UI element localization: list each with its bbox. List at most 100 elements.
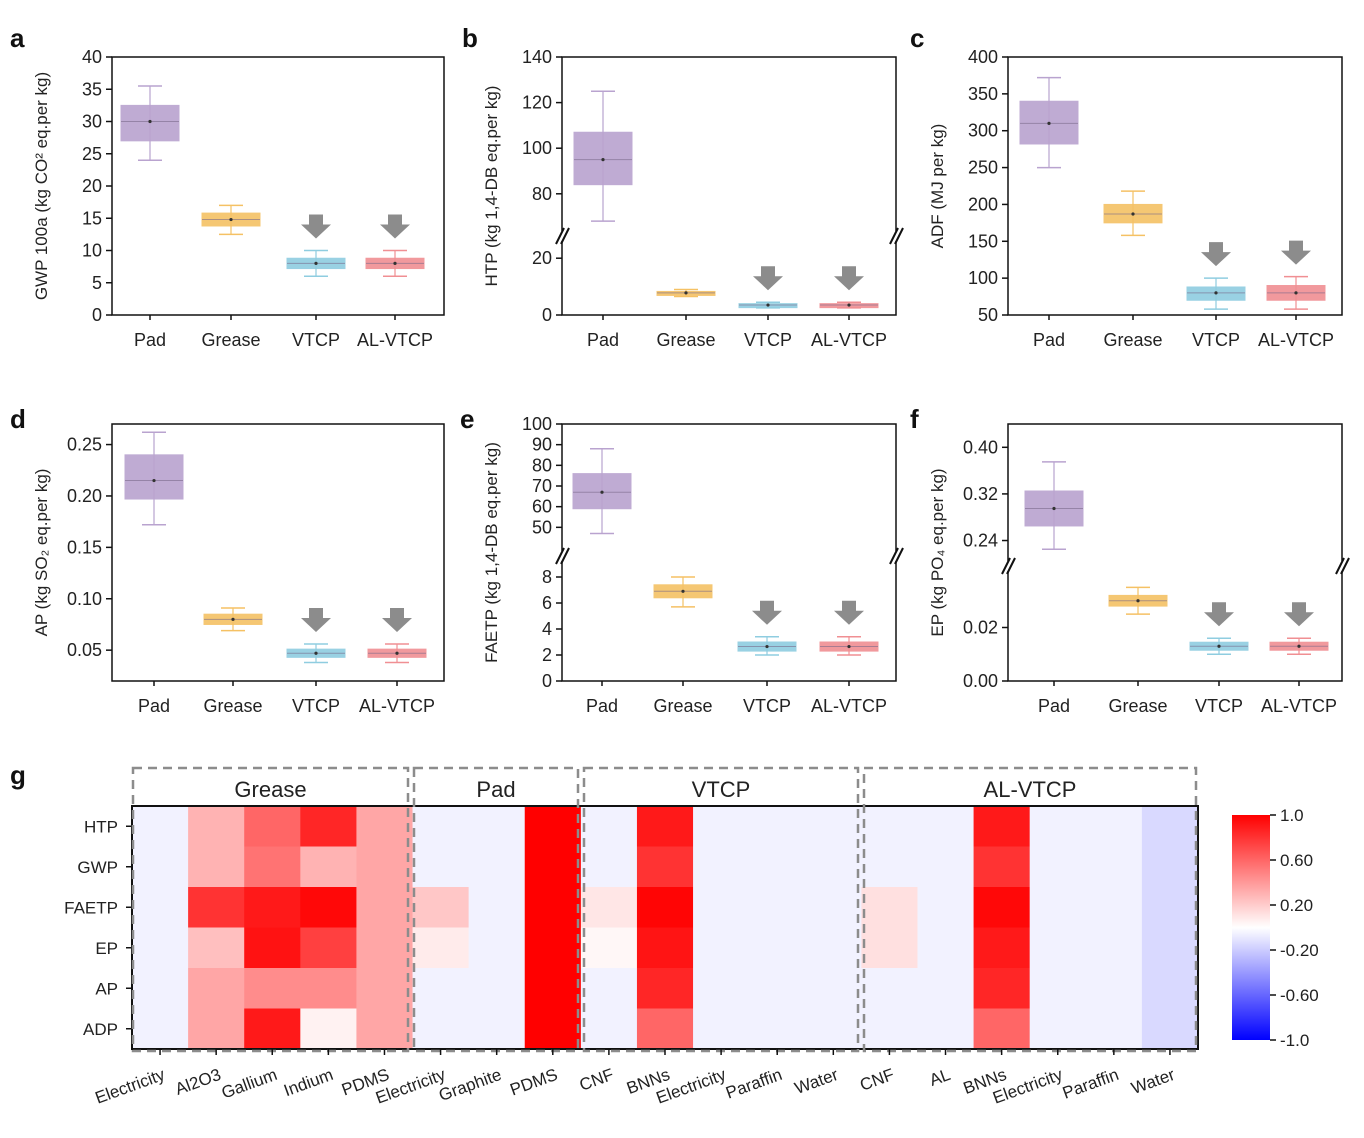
box-mean-dot	[148, 119, 152, 124]
y-tick-label: 120	[522, 93, 552, 113]
y-tick-label: 100	[968, 268, 998, 288]
y-tick-label: 100	[522, 138, 552, 158]
heatmap-cell	[356, 1008, 414, 1050]
axis-break-line	[1335, 557, 1345, 575]
y-axis-title: HTP (kg 1,4-DB eq.per kg)	[482, 86, 501, 287]
heatmap-cell	[132, 887, 189, 928]
heatmap-cell	[468, 846, 526, 888]
plot-frame-b	[561, 56, 897, 316]
y-axis-title: ADF (MJ per kg)	[928, 124, 947, 249]
heatmap-cell	[973, 846, 1031, 888]
heatmap-cell	[805, 887, 862, 928]
heatmap-cell	[693, 927, 750, 969]
y-tick-label: 100	[522, 414, 552, 434]
heatmap-cell	[580, 806, 638, 847]
y-tick-label: 0.00	[963, 671, 998, 691]
down-arrow-icon	[301, 607, 331, 632]
heatmap-cell	[244, 1008, 301, 1050]
group-label: Pad	[476, 777, 515, 802]
box-mean-dot	[1294, 291, 1298, 295]
group-label: VTCP	[692, 777, 751, 802]
heatmap-cell	[468, 887, 526, 928]
heatmap-cell	[805, 846, 862, 888]
heatmap-col-label: PDMS	[507, 1065, 560, 1100]
box-mean-dot	[601, 158, 605, 162]
heatmap-cell	[188, 887, 245, 928]
y-tick-label: 0.10	[67, 589, 102, 609]
colorbar-label: 0.20	[1280, 896, 1313, 915]
heatmap-cell	[300, 846, 357, 888]
x-tick-label: AL-VTCP	[1258, 330, 1334, 350]
heatmap-cell	[132, 806, 189, 847]
heatmap-cell	[917, 1008, 975, 1050]
heatmap-cell	[805, 1008, 862, 1050]
heatmap-cell	[636, 968, 694, 1009]
group-box-al-vtcp	[862, 766, 1198, 1053]
box-mean-dot	[1052, 506, 1056, 511]
y-tick-label: 350	[968, 84, 998, 104]
y-tick-label: 0.32	[963, 484, 998, 504]
panel-letter-e: e	[460, 404, 474, 434]
x-tick-label: AL-VTCP	[811, 330, 887, 350]
x-tick-label: Pad	[587, 330, 619, 350]
box-mean-dot	[314, 651, 318, 655]
heatmap-cell	[412, 887, 470, 928]
x-tick-label: Grease	[203, 696, 262, 716]
axis-break-line	[555, 227, 565, 245]
heatmap-cell	[244, 927, 301, 969]
heatmap-cell	[973, 887, 1031, 928]
box-mean-dot	[1297, 644, 1301, 648]
heatmap-col-label: CNF	[857, 1065, 896, 1095]
heatmap-cell	[805, 806, 862, 847]
heatmap-cell	[244, 887, 301, 928]
down-arrow-icon	[1281, 240, 1311, 265]
heatmap-col-label: Graphite	[436, 1065, 504, 1105]
heatmap-cell	[356, 927, 414, 969]
down-arrow-icon	[380, 214, 410, 239]
y-tick-label: 200	[968, 194, 998, 214]
y-tick-label: 8	[542, 567, 552, 587]
panel-letter-g: g	[10, 760, 26, 790]
y-tick-label: 2	[542, 645, 552, 665]
x-tick-label: Pad	[1033, 330, 1065, 350]
axis-break-mark	[555, 227, 570, 245]
heatmap-cell	[132, 927, 189, 969]
heatmap-cell	[1141, 846, 1199, 888]
y-tick-label: 6	[542, 593, 552, 613]
heatmap-cell	[580, 1008, 638, 1050]
down-arrow-icon	[1284, 602, 1314, 627]
heatmap-col-label: Paraffin	[723, 1065, 784, 1103]
heatmap-cell	[861, 968, 918, 1009]
heatmap-cell	[1141, 806, 1199, 847]
y-tick-label: 4	[542, 619, 552, 639]
y-tick-label: 35	[82, 79, 102, 99]
box-mean-dot	[1131, 212, 1135, 216]
heatmap-cell	[188, 927, 245, 969]
colorbar	[1232, 815, 1270, 1040]
heatmap-cell	[244, 846, 301, 888]
heatmap-cell	[1141, 887, 1199, 928]
heatmap-row-label: HTP	[84, 817, 118, 836]
heatmap-cell	[693, 806, 750, 847]
box-mean-dot	[766, 303, 770, 307]
box-pad	[124, 454, 184, 500]
x-tick-label: VTCP	[1192, 330, 1240, 350]
heatmap-cell	[805, 968, 862, 1009]
y-tick-label: 50	[978, 305, 998, 325]
heatmap-row-label: FAETP	[64, 898, 118, 917]
down-arrow-icon	[834, 266, 864, 291]
heatmap-cell	[188, 846, 245, 888]
axis-break-mark	[889, 227, 904, 245]
colorbar-label: -0.20	[1280, 941, 1319, 960]
heatmap-cell	[917, 927, 975, 969]
x-tick-label: AL-VTCP	[1261, 696, 1337, 716]
heatmap-cell	[300, 887, 357, 928]
axis-break-gap	[558, 551, 566, 561]
x-tick-label: Grease	[1108, 696, 1167, 716]
x-tick-label: Pad	[586, 696, 618, 716]
down-arrow-icon	[752, 600, 782, 625]
heatmap-col-label: Water	[792, 1065, 841, 1098]
y-tick-label: 40	[82, 47, 102, 67]
heatmap-cell	[412, 927, 470, 969]
colorbar-label: -1.0	[1280, 1031, 1309, 1050]
